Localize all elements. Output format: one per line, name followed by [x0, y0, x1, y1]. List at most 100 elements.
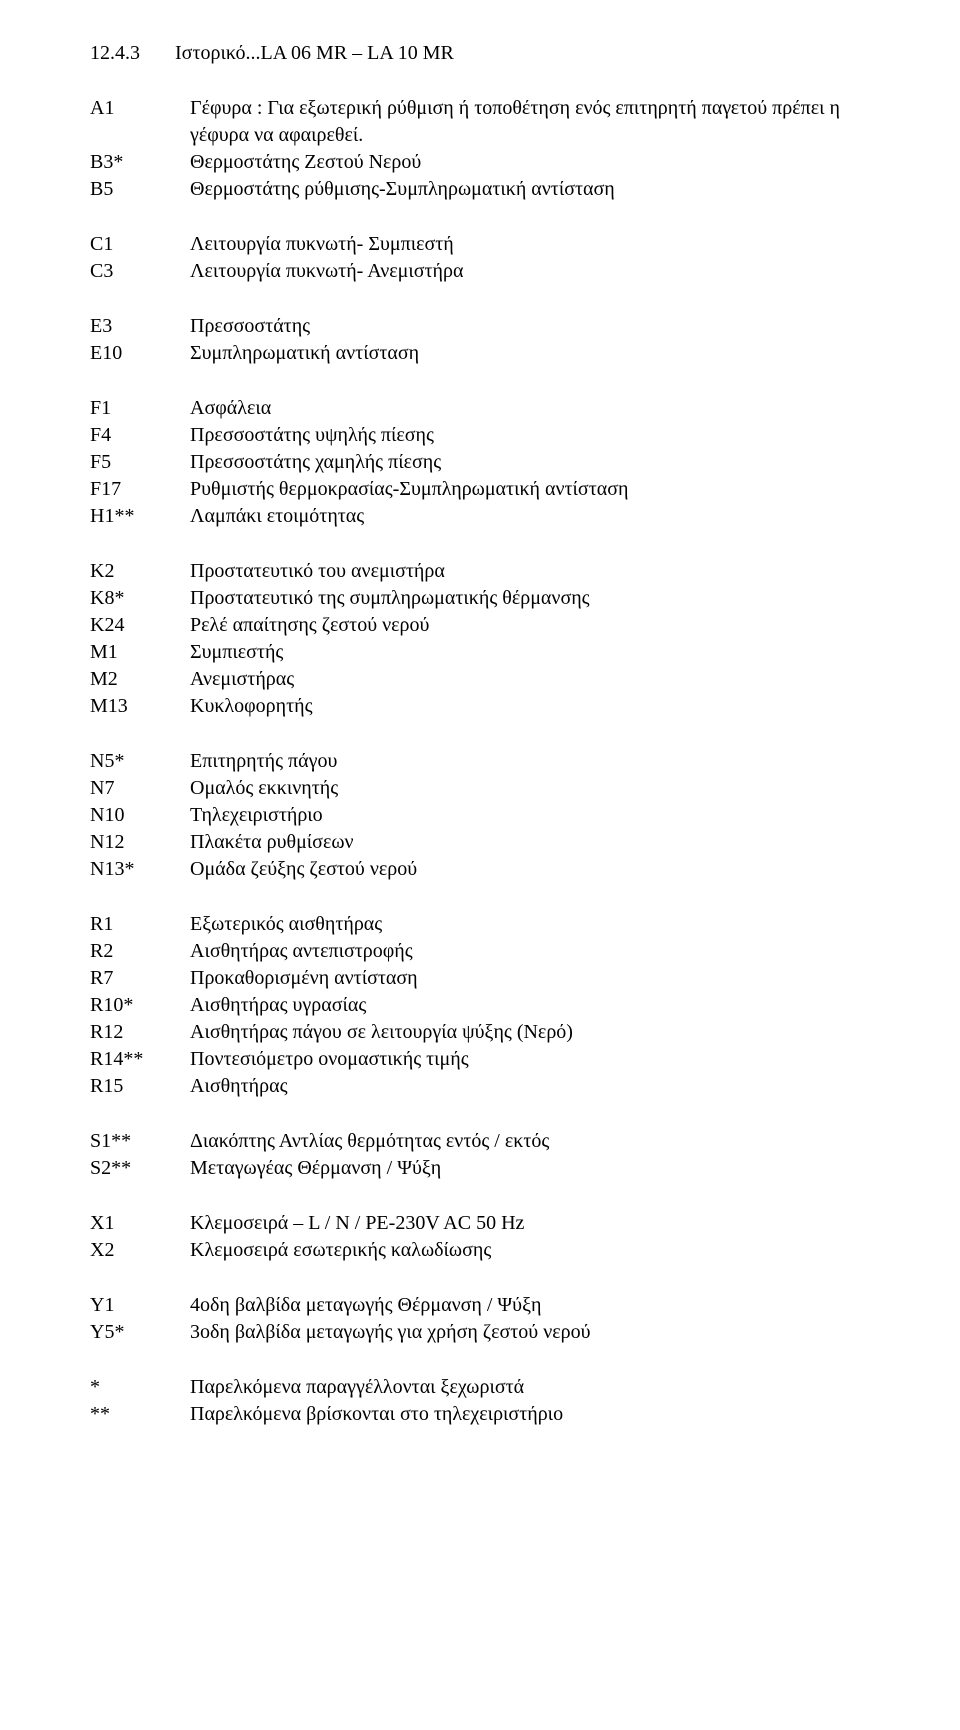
definition-code: M2: [90, 666, 190, 693]
definition-code: F4: [90, 422, 190, 449]
definition-row: F5Πρεσσοστάτης χαμηλής πίεσης: [90, 449, 870, 476]
definition-row: N5*Επιτηρητής πάγου: [90, 748, 870, 775]
definition-code: F17: [90, 476, 190, 503]
definition-description: Κλεμοσειρά – L / N / PE-230V AC 50 Hz: [190, 1210, 870, 1237]
definition-code: C3: [90, 258, 190, 285]
definition-row: S2**Μεταγωγέας Θέρμανση / Ψύξη: [90, 1155, 870, 1182]
definition-description: Θερμοστάτης Ζεστού Νερού: [190, 149, 870, 176]
definition-group: S1**Διακόπτης Αντλίας θερμότητας εντός /…: [90, 1128, 870, 1182]
definition-group: R1Εξωτερικός αισθητήραςR2Αισθητήρας αντε…: [90, 911, 870, 1100]
definition-row: N12Πλακέτα ρυθμίσεων: [90, 829, 870, 856]
definition-description: Πρεσσοστάτης χαμηλής πίεσης: [190, 449, 870, 476]
definition-group: K2Προστατευτικό του ανεμιστήραK8*Προστατ…: [90, 558, 870, 720]
definition-code: R7: [90, 965, 190, 992]
definition-group: X1Κλεμοσειρά – L / N / PE-230V AC 50 HzX…: [90, 1210, 870, 1264]
definition-description: Παρελκόμενα βρίσκονται στο τηλεχειριστήρ…: [190, 1401, 870, 1428]
definition-code: F1: [90, 395, 190, 422]
definition-code: N7: [90, 775, 190, 802]
definition-row: Y14οδη βαλβίδα μεταγωγής Θέρμανση / Ψύξη: [90, 1292, 870, 1319]
definition-description: Ποντεσιόμετρο ονομαστικής τιμής: [190, 1046, 870, 1073]
definition-description: Συμπιεστής: [190, 639, 870, 666]
definition-row: X2Κλεμοσειρά εσωτερικής καλωδίωσης: [90, 1237, 870, 1264]
definition-description: Ρελέ απαίτησης ζεστού νερού: [190, 612, 870, 639]
definition-description: Γέφυρα : Για εξωτερική ρύθμιση ή τοποθέτ…: [190, 95, 870, 149]
definition-description: Λειτουργία πυκνωτή- Συμπιεστή: [190, 231, 870, 258]
definition-description: Ανεμιστήρας: [190, 666, 870, 693]
definition-row: K2Προστατευτικό του ανεμιστήρα: [90, 558, 870, 585]
definition-description: Κυκλοφορητής: [190, 693, 870, 720]
definition-description: 4οδη βαλβίδα μεταγωγής Θέρμανση / Ψύξη: [190, 1292, 870, 1319]
definition-code: E10: [90, 340, 190, 367]
definition-description: Παρελκόμενα παραγγέλλονται ξεχωριστά: [190, 1374, 870, 1401]
definition-code: K8*: [90, 585, 190, 612]
definition-row: K24Ρελέ απαίτησης ζεστού νερού: [90, 612, 870, 639]
definition-row: R14**Ποντεσιόμετρο ονομαστικής τιμής: [90, 1046, 870, 1073]
definition-description: Πρεσσοστάτης υψηλής πίεσης: [190, 422, 870, 449]
definition-row: S1**Διακόπτης Αντλίας θερμότητας εντός /…: [90, 1128, 870, 1155]
definition-code: N12: [90, 829, 190, 856]
definition-code: K24: [90, 612, 190, 639]
definition-code: R15: [90, 1073, 190, 1100]
definition-description: Εξωτερικός αισθητήρας: [190, 911, 870, 938]
definition-description: Αισθητήρας πάγου σε λειτουργία ψύξης (Νε…: [190, 1019, 870, 1046]
definition-description: Κλεμοσειρά εσωτερικής καλωδίωσης: [190, 1237, 870, 1264]
definition-code: C1: [90, 231, 190, 258]
definition-description: Ομαλός εκκινητής: [190, 775, 870, 802]
definition-row: N13*Ομάδα ζεύξης ζεστού νερού: [90, 856, 870, 883]
definition-code: K2: [90, 558, 190, 585]
definition-description: Τηλεχειριστήριο: [190, 802, 870, 829]
definition-row: M1Συμπιεστής: [90, 639, 870, 666]
definition-description: Διακόπτης Αντλίας θερμότητας εντός / εκτ…: [190, 1128, 870, 1155]
definition-description: 3οδη βαλβίδα μεταγωγής για χρήση ζεστού …: [190, 1319, 870, 1346]
definition-description: Συμπληρωματική αντίσταση: [190, 340, 870, 367]
definition-code: Y5*: [90, 1319, 190, 1346]
definition-row: B3*Θερμοστάτης Ζεστού Νερού: [90, 149, 870, 176]
definition-row: R15Αισθητήρας: [90, 1073, 870, 1100]
definition-group: E3ΠρεσσοστάτηςE10Συμπληρωματική αντίστασ…: [90, 313, 870, 367]
definition-code: R14**: [90, 1046, 190, 1073]
document-page: 12.4.3 Ιστορικό...LA 06 MR – LA 10 MR A1…: [0, 0, 960, 1730]
definition-code: F5: [90, 449, 190, 476]
definition-row: R1Εξωτερικός αισθητήρας: [90, 911, 870, 938]
definition-row: R7Προκαθορισμένη αντίσταση: [90, 965, 870, 992]
definition-code: R2: [90, 938, 190, 965]
definition-row: H1**Λαμπάκι ετοιμότητας: [90, 503, 870, 530]
definition-description: Λειτουργία πυκνωτή- Ανεμιστήρα: [190, 258, 870, 285]
definition-row: N10Τηλεχειριστήριο: [90, 802, 870, 829]
definition-code: M13: [90, 693, 190, 720]
section-title: Ιστορικό...LA 06 MR – LA 10 MR: [175, 42, 454, 64]
definition-row: R10*Αισθητήρας υγρασίας: [90, 992, 870, 1019]
definition-row: C3Λειτουργία πυκνωτή- Ανεμιστήρα: [90, 258, 870, 285]
definition-description: Προστατευτικό του ανεμιστήρα: [190, 558, 870, 585]
definition-code: B5: [90, 176, 190, 203]
definition-description: Θερμοστάτης ρύθμισης-Συμπληρωματική αντί…: [190, 176, 870, 203]
definition-description: Ρυθμιστής θερμοκρασίας-Συμπληρωματική αν…: [190, 476, 870, 503]
definition-description: Πλακέτα ρυθμίσεων: [190, 829, 870, 856]
definition-description: Επιτηρητής πάγου: [190, 748, 870, 775]
definition-description: Αισθητήρας: [190, 1073, 870, 1100]
definition-row: M2Ανεμιστήρας: [90, 666, 870, 693]
definition-code: X1: [90, 1210, 190, 1237]
definition-code: B3*: [90, 149, 190, 176]
definition-row: B5Θερμοστάτης ρύθμισης-Συμπληρωματική αν…: [90, 176, 870, 203]
definition-row: K8*Προστατευτικό της συμπληρωματικής θέρ…: [90, 585, 870, 612]
definition-row: Y5*3οδη βαλβίδα μεταγωγής για χρήση ζεστ…: [90, 1319, 870, 1346]
definition-row: F4Πρεσσοστάτης υψηλής πίεσης: [90, 422, 870, 449]
definition-groups: A1Γέφυρα : Για εξωτερική ρύθμιση ή τοποθ…: [90, 95, 870, 1428]
definition-description: Ομάδα ζεύξης ζεστού νερού: [190, 856, 870, 883]
definition-code: S2**: [90, 1155, 190, 1182]
definition-group: Y14οδη βαλβίδα μεταγωγής Θέρμανση / Ψύξη…: [90, 1292, 870, 1346]
definition-row: A1Γέφυρα : Για εξωτερική ρύθμιση ή τοποθ…: [90, 95, 870, 149]
definition-row: M13Κυκλοφορητής: [90, 693, 870, 720]
definition-row: F1Ασφάλεια: [90, 395, 870, 422]
definition-description: Προστατευτικό της συμπληρωματικής θέρμαν…: [190, 585, 870, 612]
definition-code: Y1: [90, 1292, 190, 1319]
definition-code: X2: [90, 1237, 190, 1264]
definition-group: *Παρελκόμενα παραγγέλλονται ξεχωριστά**Π…: [90, 1374, 870, 1428]
definition-row: X1Κλεμοσειρά – L / N / PE-230V AC 50 Hz: [90, 1210, 870, 1237]
definition-code: A1: [90, 95, 190, 122]
definition-code: *: [90, 1374, 190, 1401]
definition-code: E3: [90, 313, 190, 340]
definition-description: Πρεσσοστάτης: [190, 313, 870, 340]
definition-row: **Παρελκόμενα βρίσκονται στο τηλεχειριστ…: [90, 1401, 870, 1428]
